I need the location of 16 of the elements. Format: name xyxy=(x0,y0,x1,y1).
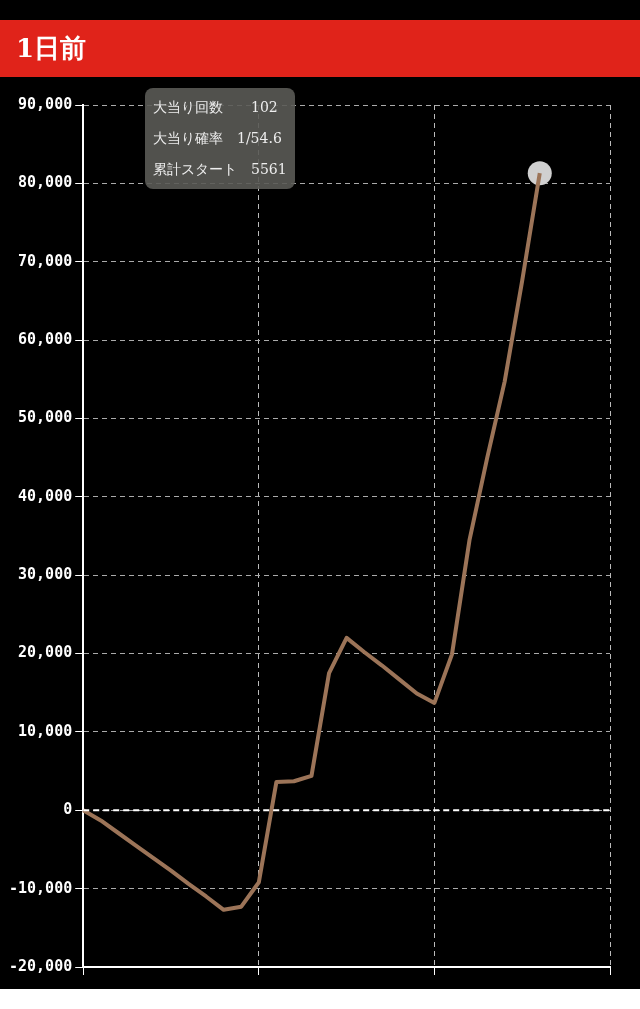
y-tick-label: 80,000 xyxy=(18,173,73,192)
y-tick-label: 20,000 xyxy=(18,643,73,662)
y-tick-label: 30,000 xyxy=(18,565,73,584)
y-tick-label: -10,000 xyxy=(9,878,73,897)
annotation: 累計スタート 5561 xyxy=(153,160,287,179)
y-tick-label: 90,000 xyxy=(18,94,73,113)
y-tick-label: -20,000 xyxy=(9,956,73,975)
y-tick-label: 40,000 xyxy=(18,486,73,505)
y-tick-label: 50,000 xyxy=(18,408,73,427)
y-tick-label: 60,000 xyxy=(18,329,73,348)
chart-title: 1日前 xyxy=(0,20,640,77)
annotation: 大当り確率 1/54.6 xyxy=(153,129,283,148)
y-tick-label: 70,000 xyxy=(18,251,73,270)
y-tick-label: 0 xyxy=(63,800,73,819)
annotation: 大当り回数 102 xyxy=(153,98,279,117)
y-tick-label: 10,000 xyxy=(18,721,73,740)
